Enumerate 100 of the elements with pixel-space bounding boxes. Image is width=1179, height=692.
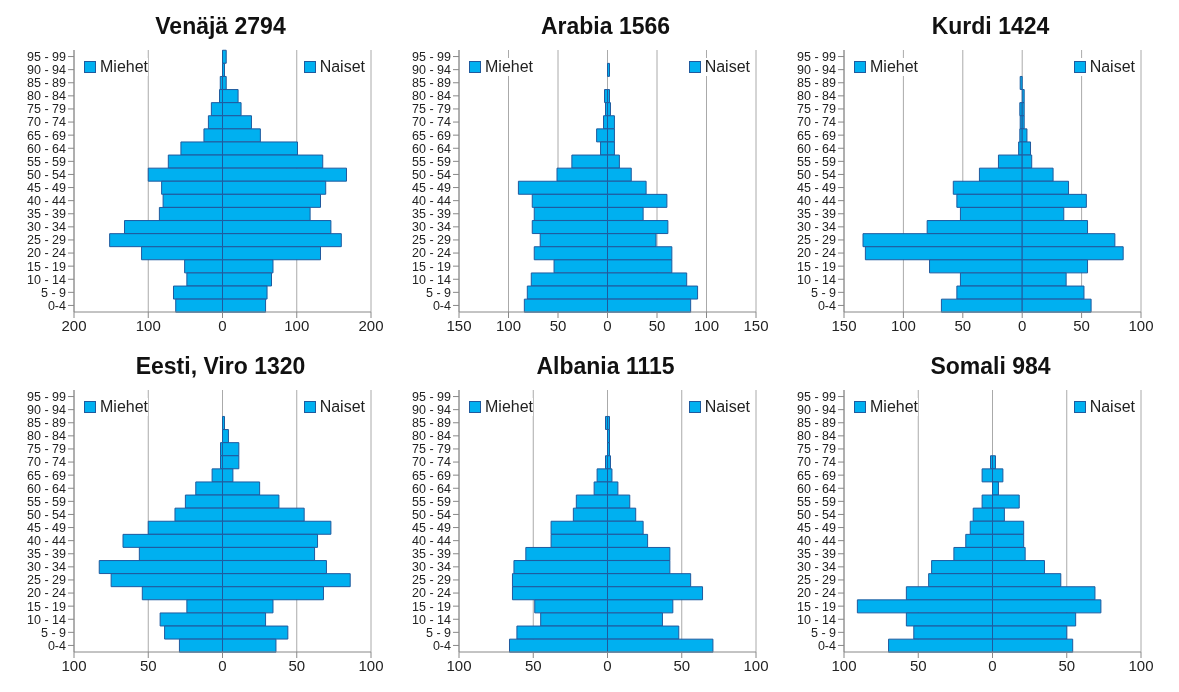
- y-tick-label: 50 - 54: [27, 507, 67, 522]
- chart-title: Somali 984: [929, 352, 1052, 381]
- x-tick-label: 100: [693, 316, 720, 334]
- y-tick-label: 30 - 34: [412, 560, 452, 575]
- chart-title: Arabia 1566: [539, 12, 672, 41]
- y-tick-label: 10 - 14: [412, 272, 452, 287]
- y-tick-label: 65 - 69: [797, 468, 837, 483]
- y-tick-label: 30 - 34: [27, 560, 67, 575]
- y-tick-label: 80 - 84: [412, 429, 452, 444]
- y-tick-label: 30 - 34: [412, 220, 452, 235]
- chart-title: Kurdi 1424: [930, 12, 1051, 41]
- y-tick-label: 45 - 49: [27, 180, 67, 195]
- y-tick-label: 85 - 89: [412, 76, 452, 91]
- y-tick-label: 15 - 19: [27, 259, 67, 274]
- y-tick-label: 75 - 79: [797, 442, 837, 457]
- y-tick-label: 60 - 64: [797, 141, 837, 156]
- y-tick-label: 50 - 54: [797, 167, 837, 182]
- y-tick-label: 80 - 84: [412, 89, 452, 104]
- y-tick-label: 70 - 74: [797, 115, 837, 130]
- x-tick-label: 0: [603, 656, 612, 674]
- y-tick-label: 15 - 19: [797, 259, 837, 274]
- legend-label: Naiset: [704, 58, 750, 76]
- legend-label: Miehet: [870, 58, 919, 76]
- x-tick-label: 150: [831, 316, 857, 334]
- y-tick-label: 10 - 14: [797, 612, 837, 627]
- legend-label: Naiset: [704, 398, 750, 416]
- y-tick-label: 70 - 74: [27, 115, 67, 130]
- y-tick-label: 75 - 79: [27, 102, 67, 117]
- y-tick-label: 25 - 29: [797, 233, 837, 248]
- y-tick-label: 35 - 39: [797, 547, 837, 562]
- y-tick-label: 5 - 9: [810, 285, 837, 300]
- y-tick-label: 35 - 39: [797, 207, 837, 222]
- x-tick-label: 50: [549, 316, 567, 334]
- x-tick-label: 100: [1128, 656, 1154, 674]
- legend-label: Miehet: [100, 58, 149, 76]
- x-tick-label: 50: [1073, 316, 1090, 334]
- y-tick-label: 90 - 94: [27, 403, 67, 418]
- x-tick-label: 50: [1058, 656, 1076, 674]
- y-tick-label: 55 - 59: [27, 494, 67, 509]
- y-tick-label: 95 - 99: [797, 49, 837, 64]
- y-tick-label: 50 - 54: [412, 507, 452, 522]
- x-tick-label: 200: [61, 316, 87, 334]
- y-tick-label: 60 - 64: [412, 481, 452, 496]
- y-tick-label: 5 - 9: [425, 625, 452, 640]
- y-tick-label: 25 - 29: [412, 233, 452, 248]
- y-tick-label: 15 - 19: [797, 599, 837, 614]
- y-tick-label: 70 - 74: [412, 455, 452, 470]
- y-tick-label: 85 - 89: [27, 416, 67, 431]
- x-tick-label: 100: [358, 656, 384, 674]
- y-tick-label: 55 - 59: [412, 494, 452, 509]
- y-tick-label: 50 - 54: [27, 167, 67, 182]
- y-tick-label: 55 - 59: [797, 494, 837, 509]
- legend-label: Naiset: [319, 398, 365, 416]
- y-tick-label: 35 - 39: [412, 207, 452, 222]
- y-tick-label: 20 - 24: [412, 586, 452, 601]
- x-tick-label: 50: [524, 656, 542, 674]
- legend-label: Miehet: [100, 398, 149, 416]
- x-tick-label: 100: [890, 316, 916, 334]
- y-tick-label: 75 - 79: [412, 102, 452, 117]
- y-tick-label: 75 - 79: [797, 102, 837, 117]
- chart-title: Eesti, Viro 1320: [134, 352, 307, 381]
- y-tick-label: 90 - 94: [797, 403, 837, 418]
- y-tick-label: 10 - 14: [797, 272, 837, 287]
- y-tick-label: 30 - 34: [797, 220, 837, 235]
- y-tick-label: 10 - 14: [27, 612, 67, 627]
- y-tick-label: 90 - 94: [797, 63, 837, 78]
- y-tick-label: 35 - 39: [27, 207, 67, 222]
- y-tick-label: 65 - 69: [797, 128, 837, 143]
- x-tick-label: 50: [648, 316, 666, 334]
- y-tick-label: 25 - 29: [797, 573, 837, 588]
- y-tick-label: 20 - 24: [27, 586, 67, 601]
- y-tick-label: 15 - 19: [27, 599, 67, 614]
- y-tick-label: 90 - 94: [27, 63, 67, 78]
- y-tick-label: 65 - 69: [412, 468, 452, 483]
- x-tick-label: 0: [1018, 316, 1027, 334]
- y-tick-label: 50 - 54: [797, 507, 837, 522]
- x-tick-label: 100: [495, 316, 522, 334]
- x-tick-label: 0: [988, 656, 997, 674]
- x-tick-label: 100: [61, 656, 87, 674]
- x-tick-label: 100: [743, 656, 769, 674]
- y-tick-label: 75 - 79: [412, 442, 452, 457]
- x-tick-label: 50: [288, 656, 306, 674]
- y-tick-label: 45 - 49: [412, 180, 452, 195]
- chart-title: Venäjä 2794: [154, 12, 287, 41]
- legend-label: Naiset: [319, 58, 365, 76]
- y-tick-label: 55 - 59: [797, 154, 837, 169]
- y-tick-label: 10 - 14: [27, 272, 67, 287]
- y-tick-label: 75 - 79: [27, 442, 67, 457]
- y-tick-label: 0-4: [47, 638, 67, 653]
- y-tick-label: 15 - 19: [412, 599, 452, 614]
- chart-title: Albania 1115: [535, 352, 676, 381]
- y-tick-label: 40 - 44: [797, 194, 837, 209]
- x-tick-label: 0: [218, 656, 227, 674]
- y-tick-label: 35 - 39: [412, 547, 452, 562]
- y-tick-label: 85 - 89: [797, 76, 837, 91]
- y-tick-label: 30 - 34: [797, 560, 837, 575]
- legend-label: Miehet: [485, 398, 534, 416]
- y-tick-label: 45 - 49: [412, 520, 452, 535]
- y-tick-label: 95 - 99: [412, 389, 452, 404]
- y-tick-label: 95 - 99: [27, 49, 67, 64]
